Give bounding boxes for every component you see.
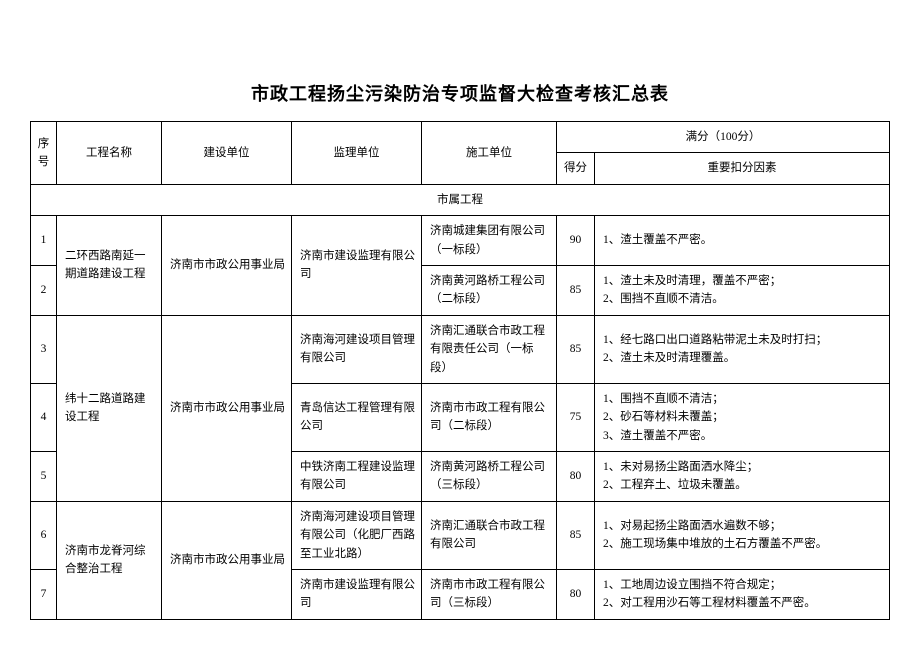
cell-score: 75 — [557, 383, 595, 451]
cell-score: 80 — [557, 570, 595, 620]
page-title: 市政工程扬尘污染防治专项监督大检查考核汇总表 — [30, 80, 890, 106]
cell-contractor: 济南黄河路桥工程公司（二标段） — [422, 265, 557, 315]
table-row: 1二环西路南延一期道路建设工程济南市市政公用事业局济南市建设监理有限公司济南城建… — [31, 216, 890, 266]
cell-project: 纬十二路道路建设工程 — [57, 315, 162, 501]
cell-score: 80 — [557, 452, 595, 502]
cell-index: 1 — [31, 216, 57, 266]
cell-index: 4 — [31, 383, 57, 451]
cell-builder: 济南市市政公用事业局 — [162, 501, 292, 619]
th-index: 序号 — [31, 122, 57, 185]
cell-index: 7 — [31, 570, 57, 620]
th-contractor: 施工单位 — [422, 122, 557, 185]
cell-contractor: 济南黄河路桥工程公司（三标段） — [422, 452, 557, 502]
cell-index: 2 — [31, 265, 57, 315]
cell-score: 85 — [557, 501, 595, 569]
cell-deductions: 1、对易起扬尘路面洒水遍数不够；2、施工现场集中堆放的土石方覆盖不严密。 — [595, 501, 890, 569]
cell-supervisor: 济南市建设监理有限公司 — [292, 570, 422, 620]
th-score: 得分 — [557, 153, 595, 184]
cell-contractor: 济南汇通联合市政工程有限责任公司（一标段） — [422, 315, 557, 383]
cell-deductions: 1、渣土未及时清理，覆盖不严密；2、围挡不直顺不清洁。 — [595, 265, 890, 315]
cell-contractor: 济南市市政工程有限公司（三标段） — [422, 570, 557, 620]
cell-score: 85 — [557, 265, 595, 315]
cell-deductions: 1、渣土覆盖不严密。 — [595, 216, 890, 266]
cell-supervisor: 中铁济南工程建设监理有限公司 — [292, 452, 422, 502]
cell-supervisor: 济南海河建设项目管理有限公司 — [292, 315, 422, 383]
cell-contractor: 济南城建集团有限公司（一标段） — [422, 216, 557, 266]
cell-project: 济南市龙脊河综合整治工程 — [57, 501, 162, 619]
cell-supervisor: 济南海河建设项目管理有限公司（化肥厂西路至工业北路） — [292, 501, 422, 569]
th-project: 工程名称 — [57, 122, 162, 185]
table-row: 3纬十二路道路建设工程济南市市政公用事业局济南海河建设项目管理有限公司济南汇通联… — [31, 315, 890, 383]
section-label: 市属工程 — [31, 184, 890, 215]
cell-deductions: 1、经七路口出口道路粘带泥土未及时打扫；2、渣土未及时清理覆盖。 — [595, 315, 890, 383]
cell-deductions: 1、工地周边设立围挡不符合规定；2、对工程用沙石等工程材料覆盖不严密。 — [595, 570, 890, 620]
cell-builder: 济南市市政公用事业局 — [162, 216, 292, 316]
cell-contractor: 济南汇通联合市政工程有限公司 — [422, 501, 557, 569]
cell-supervisor: 青岛信达工程管理有限公司 — [292, 383, 422, 451]
th-deductions: 重要扣分因素 — [595, 153, 890, 184]
summary-table: 序号 工程名称 建设单位 监理单位 施工单位 满分（100分） 得分 重要扣分因… — [30, 121, 890, 620]
cell-project: 二环西路南延一期道路建设工程 — [57, 216, 162, 316]
cell-index: 5 — [31, 452, 57, 502]
cell-builder: 济南市市政公用事业局 — [162, 315, 292, 501]
cell-index: 6 — [31, 501, 57, 569]
cell-supervisor: 济南市建设监理有限公司 — [292, 216, 422, 316]
cell-score: 90 — [557, 216, 595, 266]
th-builder: 建设单位 — [162, 122, 292, 185]
cell-deductions: 1、未对易扬尘路面洒水降尘；2、工程弃土、垃圾未覆盖。 — [595, 452, 890, 502]
cell-index: 3 — [31, 315, 57, 383]
cell-contractor: 济南市市政工程有限公司（二标段） — [422, 383, 557, 451]
cell-deductions: 1、围挡不直顺不清洁；2、砂石等材料未覆盖；3、渣土覆盖不严密。 — [595, 383, 890, 451]
cell-score: 85 — [557, 315, 595, 383]
th-fullscore: 满分（100分） — [557, 122, 890, 153]
table-row: 6济南市龙脊河综合整治工程济南市市政公用事业局济南海河建设项目管理有限公司（化肥… — [31, 501, 890, 569]
th-supervisor: 监理单位 — [292, 122, 422, 185]
